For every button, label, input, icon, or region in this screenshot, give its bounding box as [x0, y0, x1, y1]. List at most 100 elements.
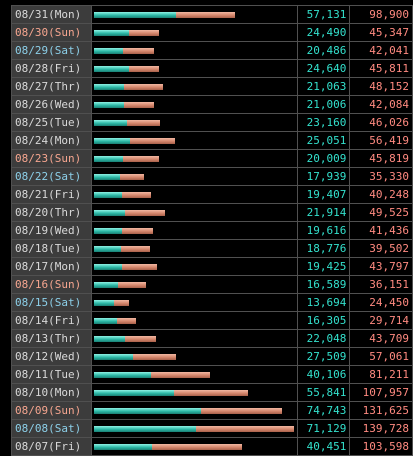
- value1-bar: [93, 264, 122, 270]
- date-cell: 08/10(Mon): [11, 383, 92, 402]
- bar-track: [93, 264, 294, 270]
- value1-cell: 57,131: [296, 5, 351, 24]
- value1-bar: [93, 102, 124, 108]
- bar-cell: [90, 23, 298, 42]
- daily-stats-table: 08/31(Mon) 57,131 98,900 08/30(Sun) 24,490 45…: [11, 5, 413, 456]
- value2-cell: 139,728: [349, 419, 413, 438]
- value2-cell: 57,061: [349, 347, 413, 366]
- table-row: 08/18(Tue) 18,776 39,502: [11, 239, 413, 258]
- table-row: 08/23(Sun) 20,009 45,819: [11, 149, 413, 168]
- table-row: 08/15(Sat) 13,694 24,450: [11, 293, 413, 312]
- table-row: 08/21(Fri) 19,407 40,248: [11, 185, 413, 204]
- value1-cell: 21,006: [296, 95, 351, 114]
- bar-cell: [90, 59, 298, 78]
- date-cell: 08/09(Sun): [11, 401, 92, 420]
- bar-track: [93, 300, 294, 306]
- value1-bar: [93, 318, 117, 324]
- value1-bar: [93, 372, 151, 378]
- value1-cell: 74,743: [296, 401, 351, 420]
- date-cell: 08/21(Fri): [11, 185, 92, 204]
- value1-bar: [93, 30, 129, 36]
- table-row: 08/22(Sat) 17,939 35,330: [11, 167, 413, 186]
- date-cell: 08/16(Sun): [11, 275, 92, 294]
- value2-cell: 24,450: [349, 293, 413, 312]
- value1-cell: 24,490: [296, 23, 351, 42]
- table-row: 08/25(Tue) 23,160 46,026: [11, 113, 413, 132]
- bar-cell: [90, 41, 298, 60]
- value1-cell: 20,486: [296, 41, 351, 60]
- daily-stats-rows: 08/31(Mon) 57,131 98,900 08/30(Sun) 24,490 45…: [11, 5, 413, 456]
- table-row: 08/08(Sat) 71,129 139,728: [11, 419, 413, 438]
- date-cell: 08/14(Fri): [11, 311, 92, 330]
- value2-bar: [93, 102, 154, 108]
- bar-track: [93, 390, 294, 396]
- value2-cell: 39,502: [349, 239, 413, 258]
- value2-cell: 29,714: [349, 311, 413, 330]
- bar-cell: [90, 203, 298, 222]
- value1-cell: 17,939: [296, 167, 351, 186]
- value1-bar: [93, 408, 201, 414]
- value1-bar: [93, 246, 121, 252]
- table-row: 08/07(Fri) 40,451 103,598: [11, 437, 413, 456]
- value1-cell: 21,063: [296, 77, 351, 96]
- value2-bar: [93, 372, 210, 378]
- date-cell: 08/11(Tue): [11, 365, 92, 384]
- bar-track: [93, 246, 294, 252]
- table-row: 08/26(Wed) 21,006 42,084: [11, 95, 413, 114]
- date-cell: 08/22(Sat): [11, 167, 92, 186]
- value2-cell: 41,436: [349, 221, 413, 240]
- value2-cell: 56,419: [349, 131, 413, 150]
- value1-bar: [93, 48, 123, 54]
- value2-cell: 81,211: [349, 365, 413, 384]
- date-cell: 08/15(Sat): [11, 293, 92, 312]
- bar-cell: [90, 293, 298, 312]
- value2-cell: 131,625: [349, 401, 413, 420]
- value2-bar: [93, 354, 176, 360]
- value2-bar: [93, 156, 159, 162]
- bar-track: [93, 30, 294, 36]
- bar-cell: [90, 131, 298, 150]
- date-cell: 08/13(Thr): [11, 329, 92, 348]
- value2-cell: 43,797: [349, 257, 413, 276]
- table-row: 08/20(Thr) 21,914 49,525: [11, 203, 413, 222]
- value1-bar: [93, 354, 133, 360]
- bar-track: [93, 102, 294, 108]
- table-row: 08/14(Fri) 16,305 29,714: [11, 311, 413, 330]
- value1-bar: [93, 12, 176, 18]
- value1-cell: 16,589: [296, 275, 351, 294]
- value2-bar: [93, 210, 165, 216]
- bar-track: [93, 282, 294, 288]
- value2-cell: 42,084: [349, 95, 413, 114]
- value2-bar: [93, 138, 175, 144]
- bar-track: [93, 12, 294, 18]
- date-cell: 08/24(Mon): [11, 131, 92, 150]
- bar-track: [93, 84, 294, 90]
- value2-cell: 40,248: [349, 185, 413, 204]
- value1-bar: [93, 66, 129, 72]
- value2-bar: [93, 192, 151, 198]
- bar-track: [93, 354, 294, 360]
- value1-cell: 18,776: [296, 239, 351, 258]
- date-cell: 08/07(Fri): [11, 437, 92, 456]
- bar-cell: [90, 77, 298, 96]
- bar-cell: [90, 221, 298, 240]
- date-cell: 08/28(Fri): [11, 59, 92, 78]
- value1-bar: [93, 120, 127, 126]
- bar-cell: [90, 311, 298, 330]
- table-row: 08/28(Fri) 24,640 45,811: [11, 59, 413, 78]
- bar-track: [93, 66, 294, 72]
- value2-bar: [93, 282, 146, 288]
- value1-cell: 21,914: [296, 203, 351, 222]
- table-row: 08/10(Mon) 55,841 107,957: [11, 383, 413, 402]
- value2-bar: [93, 120, 160, 126]
- bar-track: [93, 174, 294, 180]
- value1-cell: 40,106: [296, 365, 351, 384]
- date-cell: 08/23(Sun): [11, 149, 92, 168]
- bar-track: [93, 336, 294, 342]
- bar-cell: [90, 239, 298, 258]
- value2-cell: 98,900: [349, 5, 413, 24]
- bar-cell: [90, 257, 298, 276]
- value1-cell: 13,694: [296, 293, 351, 312]
- value2-bar: [93, 48, 154, 54]
- value1-cell: 71,129: [296, 419, 351, 438]
